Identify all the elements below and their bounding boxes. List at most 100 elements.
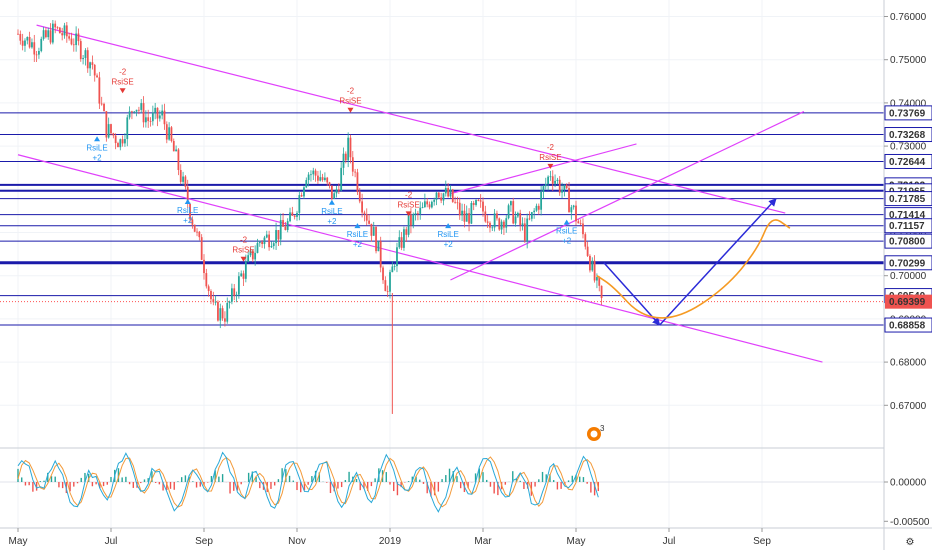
candle-body: [142, 103, 145, 123]
candle-body: [51, 23, 54, 43]
candle-body: [58, 27, 61, 34]
y-tick-label: 0.74000: [890, 98, 927, 109]
candle-body: [479, 200, 482, 202]
candle-body: [242, 273, 245, 279]
candle-body: [507, 205, 510, 219]
level-label-box: [884, 127, 932, 143]
y-tick-label: 0.75000: [890, 55, 927, 66]
candle-body: [179, 170, 182, 182]
signal-label: RsiSE: [112, 77, 134, 86]
candle-body: [26, 36, 29, 41]
candle-body: [372, 227, 375, 236]
candle-body: [200, 237, 203, 260]
candle-body: [75, 33, 78, 46]
candle-body: [279, 220, 282, 240]
level-label-box: [884, 255, 932, 271]
candle-body: [221, 308, 224, 319]
level-label-box: [884, 233, 932, 249]
candle-body: [28, 36, 31, 48]
candle-body: [112, 133, 115, 136]
candle-body: [379, 241, 382, 268]
candle-body: [231, 288, 233, 302]
signal-label: RsiSE: [232, 246, 254, 255]
candle-body: [403, 229, 405, 248]
candle-body: [326, 177, 329, 183]
candle-body: [177, 149, 180, 171]
candle-body: [596, 277, 598, 281]
candle-body: [163, 110, 166, 125]
signal-count: -2: [547, 143, 555, 152]
candle-body: [537, 205, 540, 210]
level-label-box: [884, 218, 932, 234]
candle-body: [503, 221, 505, 228]
candle-body: [270, 246, 273, 248]
candle-body: [175, 149, 177, 152]
x-tick-label: May: [9, 536, 28, 547]
candle-body: [358, 192, 361, 202]
signal-arrow-down: [119, 88, 126, 94]
candle-body: [165, 124, 168, 140]
candle-body: [38, 51, 40, 55]
candle-body: [138, 109, 140, 111]
candle-body: [251, 250, 254, 260]
signal-count: +2: [353, 240, 363, 249]
candle-body: [396, 247, 398, 267]
candle-body: [486, 221, 489, 223]
candle-body: [586, 246, 589, 256]
candle-body: [186, 186, 189, 204]
candle-body: [565, 184, 568, 189]
candle-body: [477, 200, 480, 201]
level-label-box: [884, 105, 932, 121]
candle-body: [121, 139, 124, 144]
candle-body: [296, 212, 298, 217]
candle-body: [386, 291, 389, 292]
x-tick-label: Mar: [474, 536, 492, 547]
candle-body: [42, 30, 45, 39]
candle-body: [505, 218, 508, 228]
candle-body: [272, 243, 275, 247]
candle-body: [542, 186, 545, 192]
level-label-text: 0.73268: [889, 130, 926, 141]
candle-body: [561, 189, 563, 193]
candle-body: [172, 140, 175, 152]
candle-body: [324, 177, 326, 181]
candle-body: [377, 241, 380, 252]
candle-body: [514, 216, 517, 224]
candle-body: [300, 195, 303, 197]
signal-count: +2: [183, 216, 193, 225]
candle-body: [407, 214, 410, 235]
candle-body: [314, 170, 317, 176]
candle-body: [286, 221, 289, 230]
candle-body: [516, 212, 519, 217]
candle-body: [456, 202, 459, 204]
candle-body: [444, 188, 447, 194]
candle-body: [547, 176, 549, 185]
candle-body: [82, 58, 84, 60]
candle-body: [77, 33, 80, 42]
candle-body: [17, 33, 19, 35]
y-tick-label: 0.68000: [890, 358, 927, 369]
candle-body: [293, 215, 296, 217]
candle-body: [307, 174, 310, 181]
candle-body: [321, 177, 324, 181]
candle-body: [35, 54, 38, 56]
signal-arrow-up: [94, 136, 101, 142]
candle-body: [312, 170, 315, 175]
signal-label: RsiSE: [539, 153, 561, 162]
candle-body: [158, 115, 161, 119]
signal-label: RsiLE: [86, 143, 107, 152]
candle-body: [237, 276, 240, 295]
candle-body: [147, 117, 150, 122]
candle-body: [354, 171, 357, 173]
candle-body: [219, 308, 222, 321]
candle-body: [556, 179, 559, 181]
signal-arrow-down: [240, 256, 247, 262]
candle-body: [193, 224, 196, 232]
candle-body: [103, 103, 105, 112]
candle-body: [468, 213, 470, 224]
candle-body: [149, 121, 152, 122]
level-label-text: 0.73769: [889, 108, 926, 119]
candle-body: [342, 153, 345, 168]
